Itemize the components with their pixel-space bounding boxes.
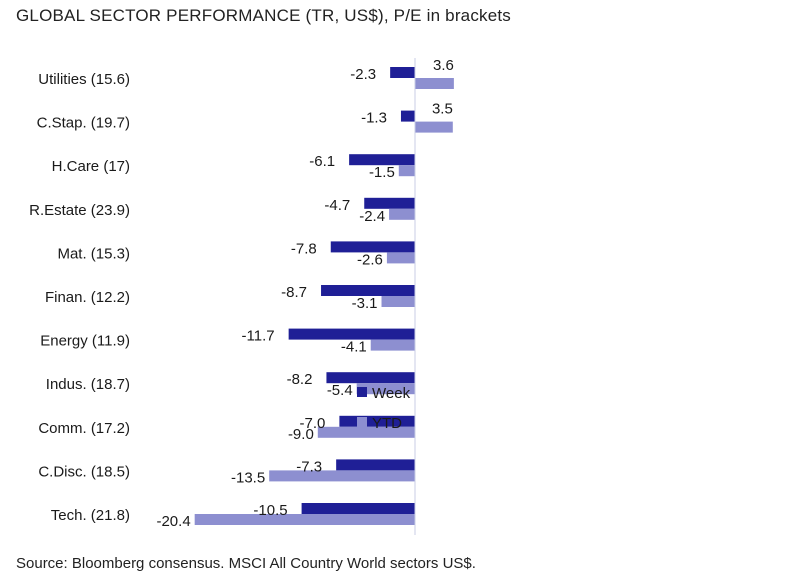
bar-ytd (381, 296, 415, 307)
value-label-ytd: -13.5 (231, 469, 265, 486)
value-label-week: -8.2 (287, 371, 313, 388)
bar-week (288, 328, 415, 340)
bar-ytd (386, 252, 415, 264)
value-label-week: -7.8 (291, 240, 317, 257)
value-label-ytd: -1.5 (369, 164, 395, 181)
value-label-week: -1.3 (361, 110, 387, 127)
value-label-ytd: -5.4 (327, 382, 353, 399)
value-label-week: -2.3 (350, 66, 376, 83)
value-label-week: -10.5 (253, 502, 287, 519)
legend-swatch-week (357, 387, 367, 397)
value-label-week: -7.3 (296, 458, 322, 475)
bar-week (364, 197, 415, 209)
value-label-week: -7.0 (300, 415, 326, 432)
bar-ytd (398, 165, 415, 177)
bar-week (339, 415, 415, 427)
bar-ytd (415, 121, 453, 133)
category-label: Utilities (15.6) (38, 71, 130, 88)
bar-ytd (370, 339, 415, 351)
value-label-ytd: -2.6 (357, 251, 383, 268)
category-label: Energy (11.9) (40, 333, 130, 350)
category-label: C.Disc. (18.5) (38, 463, 130, 480)
labels-layer: Utilities (15.6) -2.3 3.6 C.Stap. (19.7) -1.… (29, 57, 454, 530)
legend: Week YTD (357, 385, 411, 432)
bar-ytd (194, 514, 415, 525)
value-label-ytd: -4.1 (341, 339, 367, 356)
category-label: Comm. (17.2) (38, 420, 130, 437)
bar-ytd (356, 383, 415, 395)
category-label: H.Care (17) (52, 158, 130, 175)
bar-ytd (317, 426, 415, 438)
bar-week (336, 459, 415, 471)
category-label: C.Stap. (19.7) (37, 115, 130, 132)
bar-week (301, 503, 415, 514)
chart-title: GLOBAL SECTOR PERFORMANCE (TR, US$), P/E… (16, 6, 512, 25)
value-label-week: -8.7 (281, 284, 307, 301)
category-label: R.Estate (23.9) (29, 202, 130, 219)
value-label-week: -11.7 (242, 328, 275, 345)
value-label-week: -4.7 (324, 197, 350, 214)
category-label: Finan. (12.2) (45, 289, 130, 306)
legend-label-ytd: YTD (372, 415, 402, 432)
category-label: Tech. (21.8) (51, 507, 130, 524)
bar-ytd (269, 470, 415, 482)
bar-week (330, 241, 415, 253)
bar-week (390, 67, 415, 78)
value-label-ytd: -2.4 (359, 208, 385, 225)
bar-week (321, 285, 415, 296)
category-label: Indus. (18.7) (46, 376, 130, 393)
bar-ytd (389, 208, 415, 220)
value-label-ytd: -3.1 (352, 295, 378, 312)
value-label-week: -6.1 (309, 153, 335, 170)
value-label-ytd: -20.4 (156, 513, 190, 530)
bars-layer (194, 67, 454, 525)
bar-week (400, 110, 415, 122)
legend-label-week: Week (372, 385, 411, 402)
category-label: Mat. (15.3) (57, 245, 130, 262)
legend-swatch-ytd (357, 417, 367, 427)
value-label-ytd: 3.5 (432, 101, 453, 118)
bar-week (349, 154, 415, 166)
bar-week (326, 372, 415, 384)
value-label-ytd: 3.6 (433, 57, 454, 74)
source-note: Source: Bloomberg consensus. MSCI All Co… (16, 555, 476, 572)
value-label-ytd: -9.0 (288, 426, 314, 443)
bar-ytd (415, 78, 454, 89)
